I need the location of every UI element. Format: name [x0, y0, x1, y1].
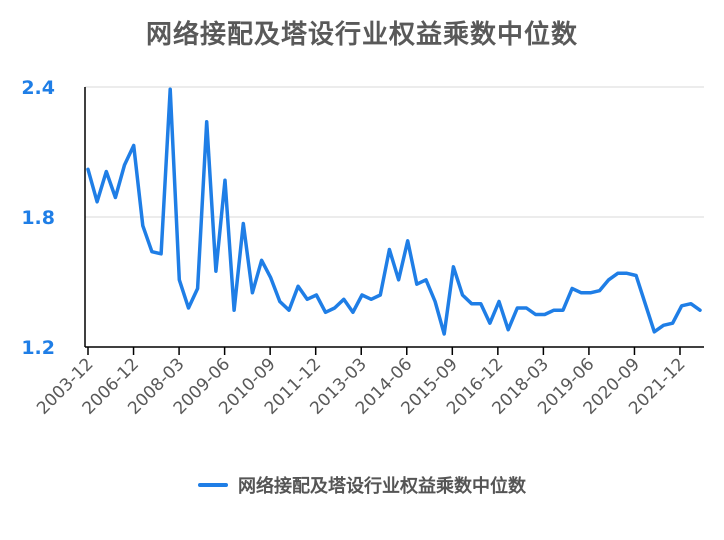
data-point	[105, 170, 108, 173]
y-tick-label: 1.2	[21, 337, 55, 359]
data-point	[662, 324, 665, 327]
data-point	[580, 291, 583, 294]
data-point	[379, 294, 382, 297]
data-point	[671, 322, 674, 325]
data-point	[370, 298, 373, 301]
data-point	[452, 265, 455, 268]
data-point	[607, 278, 610, 281]
line-chart: 1.21.82.42003-122006-122008-032009-06201…	[21, 77, 704, 419]
data-point	[114, 196, 117, 199]
chart-title: 网络接配及塔设行业权益乘数中位数	[145, 20, 578, 50]
data-point	[96, 200, 99, 203]
y-tick-label: 1.8	[21, 207, 55, 229]
data-point	[516, 307, 519, 310]
legend-swatch	[198, 483, 228, 487]
data-point	[415, 283, 418, 286]
data-point	[635, 274, 638, 277]
data-point	[689, 302, 692, 305]
data-point	[342, 298, 345, 301]
data-point	[361, 294, 364, 297]
data-point	[123, 164, 126, 167]
data-point	[498, 300, 501, 303]
data-point	[470, 302, 473, 305]
data-point	[251, 291, 254, 294]
data-point	[598, 289, 601, 292]
data-point	[461, 294, 464, 297]
data-point	[653, 330, 656, 333]
data-point	[534, 313, 537, 316]
data-point	[543, 313, 546, 316]
data-point	[233, 309, 236, 312]
data-point	[260, 259, 263, 262]
data-point	[434, 300, 437, 303]
data-point	[214, 270, 217, 273]
data-point	[196, 287, 199, 290]
data-point	[132, 144, 135, 147]
data-point	[552, 309, 555, 312]
data-point	[351, 311, 354, 314]
data-point	[306, 298, 309, 301]
data-point	[680, 304, 683, 307]
data-point	[87, 168, 90, 171]
data-point	[242, 222, 245, 225]
data-point	[479, 302, 482, 305]
data-point	[488, 322, 491, 325]
data-point	[160, 252, 163, 255]
data-point	[699, 309, 702, 312]
data-point	[625, 272, 628, 275]
y-tick-label: 2.4	[21, 77, 55, 99]
data-point	[178, 278, 181, 281]
data-point	[141, 224, 144, 227]
data-point	[443, 333, 446, 336]
data-point	[224, 179, 227, 182]
data-point	[525, 307, 528, 310]
data-point	[297, 285, 300, 288]
data-point	[406, 239, 409, 242]
data-point	[616, 272, 619, 275]
data-point	[169, 88, 172, 91]
data-point	[562, 309, 565, 312]
data-point	[278, 300, 281, 303]
data-point	[205, 120, 208, 123]
data-point	[571, 287, 574, 290]
data-point	[187, 307, 190, 310]
data-point	[589, 291, 592, 294]
data-point	[425, 278, 428, 281]
data-point	[507, 328, 510, 331]
data-point	[388, 248, 391, 251]
data-point	[150, 250, 153, 253]
data-point	[288, 309, 291, 312]
legend-label: 网络接配及塔设行业权益乘数中位数	[238, 476, 526, 497]
data-point	[269, 276, 272, 279]
series-line	[86, 87, 702, 336]
data-point	[333, 307, 336, 310]
data-point	[324, 311, 327, 314]
data-point	[397, 278, 400, 281]
data-point	[644, 302, 647, 305]
data-point	[315, 294, 318, 297]
legend: 网络接配及塔设行业权益乘数中位数	[0, 472, 724, 498]
